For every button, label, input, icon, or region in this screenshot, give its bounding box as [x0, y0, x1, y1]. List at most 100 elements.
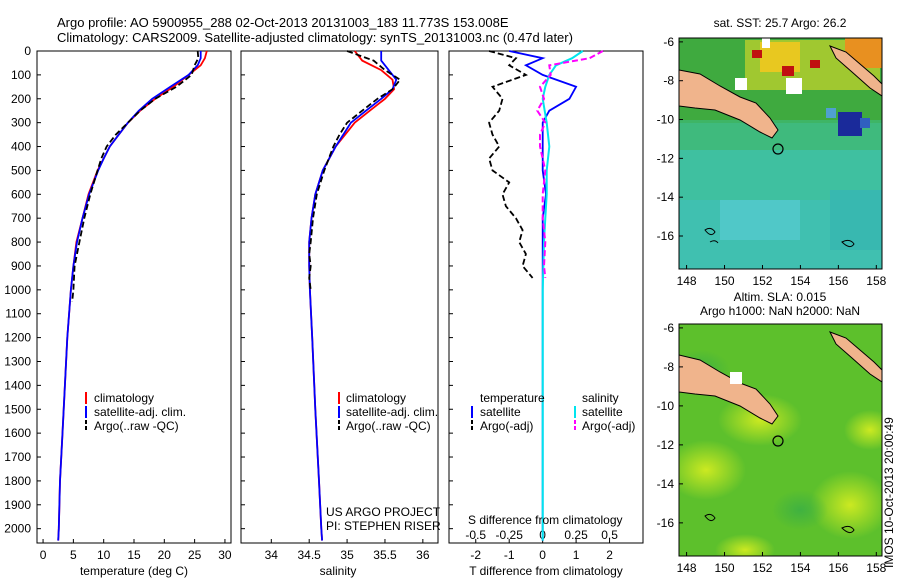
x-tick-label: 36: [416, 548, 430, 562]
s-tick-label: -0.5: [465, 528, 486, 542]
sla-map: Altim. SLA: 0.015 Argo h1000: NaN h2000:…: [657, 290, 887, 575]
depth-tick-label: 500: [11, 163, 31, 177]
series-argo-line: [71, 50, 200, 302]
legend-label-satellite: satellite-adj. clim.: [346, 405, 438, 419]
lon-tick-label: 156: [828, 561, 848, 575]
x-tick-label: 2: [606, 548, 613, 562]
depth-tick-label: 800: [11, 235, 31, 249]
sst-map-frame: [678, 37, 883, 270]
argo-location-marker: [772, 435, 784, 447]
sst-map-title: sat. SST: 25.7 Argo: 26.2: [714, 16, 847, 30]
difference-legend: temperature salinity satellite Argo(-adj…: [468, 391, 635, 527]
depth-tick-label: 100: [11, 68, 31, 82]
legend-label-climatology: climatology: [346, 391, 406, 405]
salinity-legend: climatology satellite-adj. clim. Argo(..…: [326, 391, 441, 533]
x-tick-label: 35.5: [373, 548, 397, 562]
lon-tick-label: 152: [752, 274, 772, 288]
series-climatology-line: [308, 50, 396, 541]
lon-tick-label: 148: [677, 561, 697, 575]
argo-location-marker: [772, 143, 784, 155]
lat-tick-label: -6: [663, 35, 674, 49]
lat-tick-label: -8: [663, 360, 674, 374]
depth-tick-label: 1100: [5, 307, 31, 321]
legend-label-climatology: climatology: [94, 391, 154, 405]
temperature-panel: [36, 50, 232, 544]
depth-tick-label: 1600: [4, 426, 31, 440]
depth-tick-label: 1500: [4, 402, 31, 416]
lon-tick-label: 150: [715, 561, 735, 575]
depth-tick-label: 1200: [4, 331, 31, 345]
title-line-2: Climatology: CARS2009. Satellite-adjuste…: [57, 30, 573, 45]
s-tick-label: 0.25: [564, 528, 588, 542]
legend-label-s-satellite: satellite: [582, 405, 623, 419]
depth-tick-label: 600: [11, 187, 31, 201]
lon-tick-label: 156: [828, 274, 848, 288]
lat-tick-label: -8: [663, 74, 674, 88]
series-climatology-line: [57, 50, 208, 541]
series-t-argo-line: [488, 50, 534, 279]
depth-tick-label: 1900: [4, 498, 31, 512]
difference-xlabel: T difference from climatology: [469, 564, 623, 578]
lat-tick-label: -14: [657, 190, 675, 204]
lon-tick-label: 158: [866, 274, 886, 288]
x-tick-label: -2: [470, 548, 481, 562]
lat-tick-label: -6: [663, 321, 674, 335]
x-tick-label: 30: [218, 548, 232, 562]
series-s-satellite-line: [541, 50, 584, 541]
depth-tick-label: 900: [11, 259, 31, 273]
salinity-panel: [240, 50, 439, 544]
lat-tick-label: -16: [657, 516, 675, 530]
depth-tick-label: 1800: [4, 474, 31, 488]
s-tick-label: -0.25: [496, 528, 524, 542]
series-satellite-line: [308, 51, 398, 541]
legend-heading-salinity: salinity: [582, 391, 619, 405]
legend-heading-temperature: temperature: [480, 391, 545, 405]
depth-tick-label: 200: [11, 92, 31, 106]
depth-tick-label: 1300: [4, 354, 31, 368]
s-tick-label: 0.5: [601, 528, 618, 542]
temperature-xlabel: temperature (deg C): [80, 564, 188, 578]
legend-label-argo: Argo(..raw -QC): [94, 419, 179, 433]
sla-map-frame: [678, 323, 883, 557]
sla-map-title-2: Argo h1000: NaN h2000: NaN: [700, 304, 860, 318]
depth-tick-label: 700: [11, 211, 31, 225]
depth-tick-label: 400: [11, 140, 31, 154]
depth-tick-label: 1400: [4, 378, 31, 392]
legend-label-t-satellite: satellite: [480, 405, 521, 419]
x-tick-label: 34.5: [298, 548, 322, 562]
x-tick-label: 1: [573, 548, 580, 562]
x-tick-label: 10: [97, 548, 111, 562]
lat-tick-label: -10: [657, 399, 675, 413]
title-line-1: Argo profile: AO 5900955_288 02-Oct-2013…: [57, 15, 509, 30]
lat-tick-label: -16: [657, 229, 675, 243]
project-annotation: US ARGO PROJECT: [326, 505, 441, 519]
x-tick-label: 0: [40, 548, 47, 562]
lon-tick-label: 150: [715, 274, 735, 288]
salinity-plot: 34 34.5 35 35.5 36: [265, 50, 430, 562]
difference-panel: [448, 50, 644, 544]
lat-tick-label: -10: [657, 113, 675, 127]
temperature-plot: 0 5 10 15 20 25 30: [40, 50, 232, 562]
depth-tick-label: 300: [11, 116, 31, 130]
x-tick-label: 5: [70, 548, 77, 562]
salinity-xlabel: salinity: [320, 564, 357, 578]
legend-label-argo: Argo(..raw -QC): [346, 419, 431, 433]
x-tick-label: 15: [127, 548, 141, 562]
depth-tick-label: 2000: [4, 522, 31, 536]
lon-tick-label: 154: [790, 274, 810, 288]
depth-tick-label: 1000: [4, 283, 31, 297]
difference-plot: -2 -1 0 1 2-0.5 -0.25 0 0.25 0.5: [465, 50, 618, 562]
series-s-argo-line: [536, 50, 604, 279]
legend-label-t-argo: Argo(-adj): [480, 419, 533, 433]
lon-tick-label: 152: [752, 561, 772, 575]
lon-tick-label: 158: [866, 561, 886, 575]
lon-tick-label: 148: [677, 274, 697, 288]
depth-tick-label: 1700: [4, 450, 31, 464]
s-difference-label: S difference from climatology: [468, 513, 623, 527]
temperature-legend: climatology satellite-adj. clim. Argo(..…: [85, 391, 186, 433]
depth-axis: 0 100 200 300 400 500 600 700 800 900 1000 1100 1200…: [4, 44, 453, 536]
lat-tick-label: -14: [657, 477, 675, 491]
sla-map-title-1: Altim. SLA: 0.015: [734, 290, 827, 304]
x-tick-label: 25: [188, 548, 202, 562]
